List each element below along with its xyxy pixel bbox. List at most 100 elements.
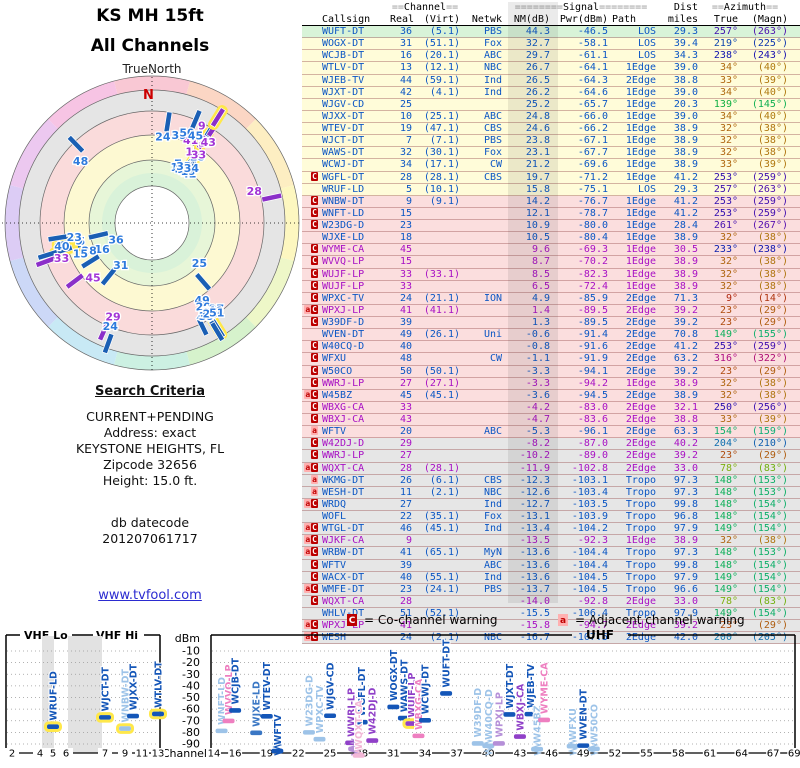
azimuth-true: 148° xyxy=(713,547,738,559)
path: Tropo xyxy=(625,498,656,510)
svg-text:32: 32 xyxy=(176,160,191,173)
table-row: C WWRJ-LP 27 -10.2 -89.0 2Edge 39.2 23° (29°) xyxy=(302,450,800,463)
azimuth-true: 253° xyxy=(713,341,738,353)
azimuth-true: 23° xyxy=(719,317,738,328)
distance: 40.2 xyxy=(673,438,698,450)
real-channel: 31 xyxy=(399,38,412,50)
svg-text:9: 9 xyxy=(198,119,206,132)
warning-badges xyxy=(304,38,318,49)
search-criteria: Search Criteria CURRENT+PENDING Address:… xyxy=(0,384,300,547)
power: -78.7 xyxy=(577,207,608,219)
svg-text:WNBW-DT: WNBW-DT xyxy=(121,669,132,723)
svg-text:-90: -90 xyxy=(182,738,200,751)
distance: 97.9 xyxy=(673,523,698,535)
co-channel-warning-icon: C xyxy=(311,341,318,351)
virtual-channel xyxy=(416,99,460,110)
azimuth-magnetic: (38°) xyxy=(757,135,788,147)
warning-badges xyxy=(304,184,318,195)
distance: 41.2 xyxy=(673,341,698,353)
azimuth-magnetic: (259°) xyxy=(751,341,788,353)
svg-text:34: 34 xyxy=(419,749,432,760)
azimuth-magnetic: (154°) xyxy=(751,523,788,535)
virtual-channel: (45.1) xyxy=(423,389,460,401)
real-channel: 11 xyxy=(399,486,412,498)
warning-badges: C xyxy=(304,353,318,364)
virtual-channel xyxy=(416,450,460,461)
table-column-header: Callsign Real (Virt) Netwk NM(dB) Pwr(dBm) Pat… xyxy=(302,14,800,26)
azimuth-magnetic: (155°) xyxy=(751,329,788,341)
warning-badges xyxy=(304,26,318,37)
svg-text:46: 46 xyxy=(197,311,213,324)
criteria-city: KEYSTONE HEIGHTS, FL xyxy=(75,441,225,456)
callsign: WNFT-LD xyxy=(322,207,365,219)
distance: 38.9 xyxy=(673,389,698,401)
table-row: WJEB-TV 44 (59.1) Ind 26.5 -64.3 2Edge 38.8 33° (… xyxy=(302,74,800,87)
network: NBC xyxy=(483,632,502,644)
callsign: WWRJ-LP xyxy=(322,377,365,389)
svg-text:VHF Lo: VHF Lo xyxy=(24,629,68,642)
tvfool-link[interactable]: www.tvfool.com xyxy=(98,588,202,603)
virtual-channel: (59.1) xyxy=(423,74,460,86)
network xyxy=(464,414,502,425)
criteria-mode: CURRENT+PENDING xyxy=(86,409,214,424)
azimuth-magnetic: (38°) xyxy=(757,280,788,292)
distance: 39.4 xyxy=(673,38,698,50)
real-channel: 28 xyxy=(399,171,412,183)
distance: 39.2 xyxy=(673,365,698,377)
azimuth-true: 32° xyxy=(719,268,738,280)
virtual-channel xyxy=(416,535,460,546)
azimuth-magnetic: (39°) xyxy=(757,159,788,171)
path: Tropo xyxy=(625,511,656,522)
azimuth-magnetic: (154°) xyxy=(751,498,788,510)
distance: 38.9 xyxy=(673,232,698,244)
distance: 96.8 xyxy=(673,511,698,522)
virtual-channel: (9.1) xyxy=(429,195,460,207)
adjacent-warning-icon: a xyxy=(304,547,312,557)
power: -76.7 xyxy=(577,195,608,207)
path: LOS xyxy=(637,50,656,62)
network xyxy=(464,244,502,255)
power: -80.0 xyxy=(577,220,608,231)
real-channel: 43 xyxy=(399,414,412,425)
svg-text:WBXG-CA: WBXG-CA xyxy=(414,678,425,730)
co-channel-warning-icon: C xyxy=(311,414,318,423)
radar-svg: N363116134442251019732342859152318451533… xyxy=(2,73,302,373)
callsign: WTGL-DT xyxy=(322,523,365,535)
virtual-channel xyxy=(416,208,460,219)
power: -85.9 xyxy=(577,292,608,304)
table-row: C W23DG-D 23 10.9 -80.0 1Edge 28.4 261° (267°) xyxy=(302,220,800,233)
distance: 38.9 xyxy=(673,123,698,134)
real-channel: 10 xyxy=(399,110,412,122)
network: Ind xyxy=(483,74,502,86)
virtual-channel: (7.1) xyxy=(429,135,460,147)
svg-text:WUFT-DT: WUFT-DT xyxy=(442,639,453,688)
db-datecode-value: 201207061717 xyxy=(102,531,198,546)
power: -65.7 xyxy=(577,98,608,110)
azimuth-magnetic: (39°) xyxy=(757,74,788,86)
distance: 97.9 xyxy=(673,571,698,583)
noise-margin: -8.2 xyxy=(525,438,550,450)
path: Tropo xyxy=(625,486,656,498)
azimuth-magnetic: (40°) xyxy=(757,110,788,122)
noise-margin: -13.6 xyxy=(519,571,550,583)
azimuth-magnetic: (38°) xyxy=(757,123,788,134)
svg-text:22: 22 xyxy=(204,306,219,319)
azimuth-true: 34° xyxy=(719,62,738,74)
svg-text:-70: -70 xyxy=(182,714,200,727)
co-channel-warning-icon: C xyxy=(311,462,318,472)
svg-text:WBXJ-CA: WBXJ-CA xyxy=(515,683,526,730)
distance: 29.3 xyxy=(673,183,698,195)
callsign: WBXG-CA xyxy=(322,401,365,413)
power: -89.5 xyxy=(577,317,608,328)
distance: 38.8 xyxy=(673,74,698,86)
virtual-channel xyxy=(416,220,460,231)
co-channel-warning-icon: C xyxy=(311,377,318,387)
warning-badges: C xyxy=(304,268,318,280)
warning-badges: C xyxy=(304,365,318,377)
azimuth-true: 250° xyxy=(713,401,738,413)
azimuth-true: 233° xyxy=(713,244,738,256)
virtual-channel: (4.1) xyxy=(429,86,460,98)
callsign: WRDQ xyxy=(322,498,347,510)
